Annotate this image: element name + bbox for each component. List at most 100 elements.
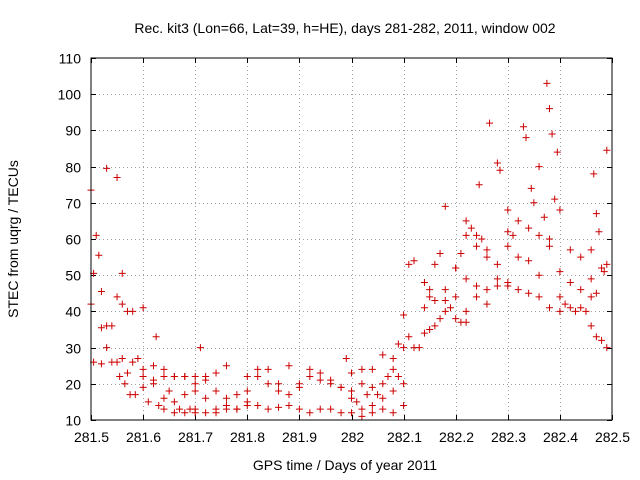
data-point bbox=[410, 257, 418, 265]
data-point bbox=[475, 181, 483, 189]
data-point bbox=[97, 324, 105, 332]
data-point bbox=[222, 362, 230, 370]
data-point bbox=[176, 405, 184, 413]
data-point bbox=[337, 383, 345, 391]
data-point bbox=[233, 405, 241, 413]
data-point bbox=[462, 275, 470, 283]
data-point bbox=[493, 282, 501, 290]
y-tick-label: 30 bbox=[65, 341, 81, 357]
data-point bbox=[551, 195, 559, 203]
x-axis-label: GPS time / Days of year 2011 bbox=[253, 457, 437, 473]
data-point bbox=[275, 403, 283, 411]
data-point bbox=[97, 360, 105, 368]
y-tick-label: 50 bbox=[65, 268, 81, 284]
data-point bbox=[587, 293, 595, 301]
data-point bbox=[139, 304, 147, 312]
data-point bbox=[254, 365, 262, 373]
data-point bbox=[577, 286, 585, 294]
data-point bbox=[358, 405, 366, 413]
data-point bbox=[545, 235, 553, 243]
data-point bbox=[348, 394, 355, 402]
data-point bbox=[400, 380, 408, 388]
data-point bbox=[316, 376, 324, 384]
data-point bbox=[134, 354, 142, 362]
data-point bbox=[316, 369, 324, 377]
y-tick-label: 110 bbox=[59, 51, 82, 67]
data-point bbox=[540, 213, 548, 221]
data-point bbox=[348, 409, 355, 417]
data-point bbox=[254, 373, 262, 381]
data-point bbox=[97, 287, 105, 295]
data-point bbox=[592, 289, 600, 297]
data-point bbox=[441, 297, 449, 305]
data-point bbox=[462, 318, 470, 326]
data-point bbox=[306, 409, 314, 417]
data-point bbox=[160, 373, 168, 381]
data-point bbox=[129, 358, 137, 366]
data-point bbox=[116, 373, 124, 381]
data-point bbox=[160, 405, 168, 413]
data-point bbox=[587, 246, 595, 254]
data-point bbox=[113, 293, 121, 301]
data-point bbox=[103, 164, 111, 172]
data-point bbox=[327, 405, 335, 413]
data-point bbox=[144, 398, 152, 406]
y-tick-label: 70 bbox=[65, 196, 81, 212]
data-point bbox=[556, 268, 564, 276]
data-point bbox=[572, 307, 580, 315]
x-tick-label: 281.6 bbox=[126, 429, 161, 445]
plot-frame bbox=[90, 57, 613, 421]
data-point bbox=[452, 264, 460, 272]
data-point bbox=[509, 231, 517, 239]
data-point bbox=[400, 402, 408, 410]
data-point bbox=[441, 202, 449, 210]
data-point bbox=[473, 293, 481, 301]
data-point bbox=[348, 387, 355, 395]
data-point bbox=[504, 228, 512, 236]
data-point bbox=[191, 387, 199, 395]
data-point bbox=[556, 293, 564, 301]
data-point bbox=[603, 146, 611, 154]
data-point bbox=[196, 344, 204, 352]
data-point bbox=[590, 170, 598, 178]
x-tick-label: 281.7 bbox=[178, 429, 213, 445]
data-point bbox=[295, 380, 303, 388]
data-point bbox=[181, 409, 189, 417]
data-point bbox=[243, 387, 251, 395]
data-point bbox=[150, 362, 158, 370]
data-point bbox=[525, 224, 533, 232]
data-point bbox=[545, 242, 553, 250]
data-point bbox=[566, 278, 574, 286]
data-point bbox=[389, 409, 397, 417]
data-point bbox=[160, 365, 168, 373]
y-tick-label: 20 bbox=[65, 377, 81, 393]
data-point bbox=[160, 394, 168, 402]
data-point bbox=[462, 217, 470, 225]
data-point bbox=[519, 123, 527, 131]
data-point bbox=[358, 380, 366, 388]
data-point bbox=[473, 242, 481, 250]
data-point bbox=[436, 315, 444, 323]
data-point bbox=[436, 249, 444, 257]
y-tick-label: 90 bbox=[65, 123, 81, 139]
data-point bbox=[527, 184, 535, 192]
data-point bbox=[285, 362, 293, 370]
data-point bbox=[545, 105, 553, 113]
data-point bbox=[348, 369, 355, 377]
data-point bbox=[394, 373, 402, 381]
data-point bbox=[118, 269, 126, 277]
data-point bbox=[478, 235, 486, 243]
data-point bbox=[420, 329, 428, 337]
data-point bbox=[598, 264, 606, 272]
data-point bbox=[285, 391, 293, 399]
data-point bbox=[431, 322, 439, 330]
data-point bbox=[306, 365, 314, 373]
data-point bbox=[139, 365, 147, 373]
data-point bbox=[389, 354, 397, 362]
data-point bbox=[582, 307, 590, 315]
data-point bbox=[566, 304, 574, 312]
data-point bbox=[358, 365, 366, 373]
data-point bbox=[603, 260, 611, 268]
data-point bbox=[150, 376, 158, 384]
data-point bbox=[592, 210, 600, 218]
